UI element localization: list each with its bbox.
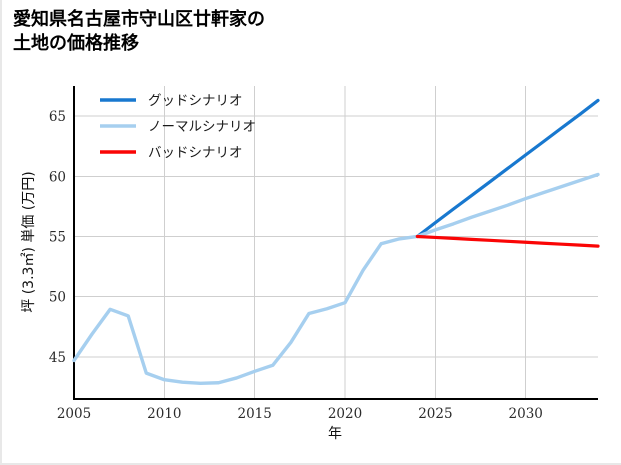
axis-spines [72, 86, 598, 401]
x-tick-label: 2015 [238, 406, 272, 422]
x-tick-label: 2025 [418, 406, 452, 422]
series-line-normal [72, 172, 600, 386]
legend-label: グッドシナリオ [148, 93, 243, 109]
x-tick-label: 2020 [328, 406, 362, 422]
y-tick-label: 45 [49, 350, 66, 366]
y-tick-label: 50 [49, 290, 66, 306]
chart-title: 愛知県名古屋市守山区廿軒家の 土地の価格推移 [13, 9, 265, 54]
y-tick-label: 60 [49, 169, 66, 185]
x-tick-labels: 2005 2010 2015 2020 2025 2030 [57, 406, 543, 422]
y-tick-labels: 45 50 55 60 65 [49, 109, 66, 366]
y-tick-label: 65 [49, 109, 66, 125]
series-line-good [415, 98, 600, 239]
series-line-bad [415, 234, 600, 248]
x-axis-label: 年 [328, 426, 342, 442]
x-tick-label: 2005 [57, 406, 91, 422]
legend-label: バッドシナリオ [148, 145, 243, 161]
x-tick-label: 2010 [147, 406, 181, 422]
x-tick-label: 2030 [509, 406, 543, 422]
y-tick-label: 55 [49, 229, 66, 245]
legend-label: ノーマルシナリオ [148, 119, 256, 135]
data-series-group [72, 98, 600, 386]
y-axis-label: 坪 (3.3㎡) 単価 (万円) [21, 171, 37, 312]
